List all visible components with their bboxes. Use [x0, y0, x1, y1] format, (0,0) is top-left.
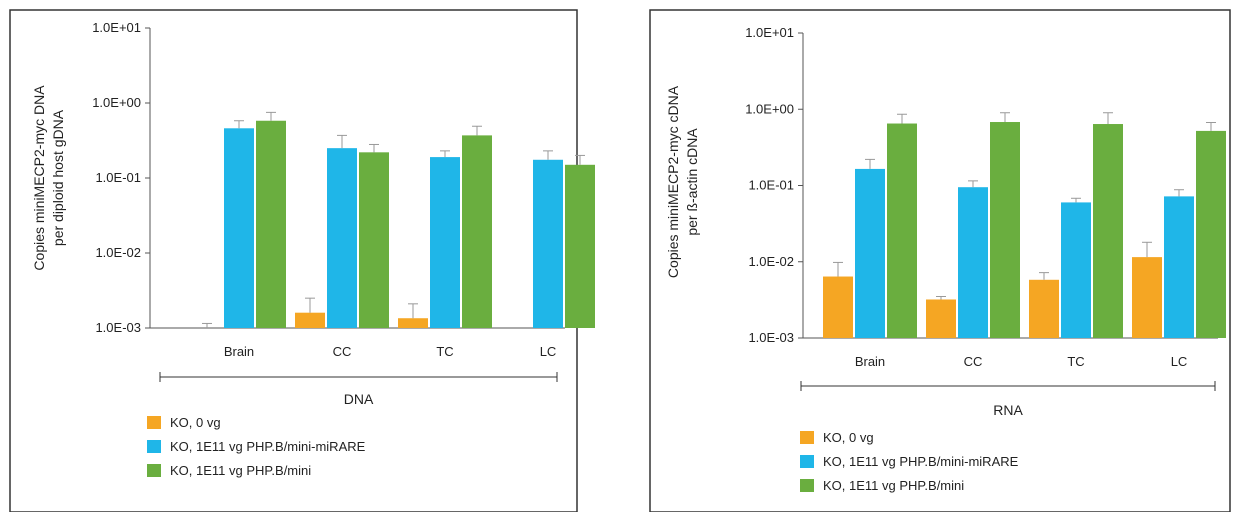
legend-label: KO, 1E11 vg PHP.B/mini [170, 462, 312, 478]
bar [926, 299, 956, 338]
legend-swatch [147, 415, 161, 429]
panel-frame [649, 9, 1231, 512]
y-tick-label: 1.0E+01 [745, 25, 794, 40]
legend-label: KO, 1E11 vg PHP.B/mini-miRARE [823, 453, 1019, 469]
legend-swatch [800, 430, 814, 444]
legend-swatch [800, 454, 814, 468]
legend-swatch [147, 463, 161, 477]
y-tick-label: 1.0E-02 [95, 245, 141, 260]
bar [855, 168, 885, 338]
bar [398, 318, 428, 328]
legend-rna: KO, 0 vg KO, 1E11 vg PHP.B/mini-miRARE K… [800, 425, 1018, 497]
bar [958, 187, 988, 338]
bar [359, 152, 389, 328]
bar [462, 135, 492, 328]
legend-item: KO, 1E11 vg PHP.B/mini-miRARE [147, 434, 365, 458]
bar [1196, 130, 1226, 338]
bar [1164, 196, 1194, 338]
legend-swatch [800, 478, 814, 492]
bar [1093, 124, 1123, 338]
bar [430, 157, 460, 328]
group-label: RNA [993, 402, 1023, 418]
legend-label: KO, 1E11 vg PHP.B/mini-miRARE [170, 438, 366, 454]
legend-label: KO, 1E11 vg PHP.B/mini [823, 477, 965, 493]
y-tick-label: 1.0E-02 [748, 254, 794, 269]
chart-panel-rna: Copies miniMECP2-myc cDNA per ß-actin cDN… [638, 0, 1236, 512]
legend-item: KO, 0 vg [800, 425, 1018, 449]
y-axis-label: Copies miniMECP2-myc cDNA per ß-actin cDN… [665, 85, 700, 278]
y-tick-label: 1.0E-01 [95, 170, 141, 185]
bar [823, 276, 853, 338]
group-label: DNA [344, 391, 374, 407]
legend-item: KO, 1E11 vg PHP.B/mini [147, 458, 365, 482]
category-label: TC [436, 344, 453, 359]
bar [224, 128, 254, 328]
chart-svg-dna: Copies miniMECP2-myc DNA per diploid host… [9, 9, 595, 512]
legend-label: KO, 0 vg [170, 414, 221, 430]
plot-area-rna: Copies miniMECP2-myc cDNA per ß-actin cDN… [665, 25, 1226, 418]
y-axis-label-line: per ß-actin cDNA [684, 128, 700, 236]
y-tick-label: 1.0E+00 [92, 95, 141, 110]
y-tick-label: 1.0E-01 [748, 178, 794, 193]
y-axis-label-line: Copies miniMECP2-myc cDNA [665, 85, 681, 278]
category-label: LC [1171, 354, 1188, 369]
category-label: LC [540, 344, 557, 359]
y-tick-label: 1.0E-03 [748, 330, 794, 345]
category-label: Brain [224, 344, 254, 359]
chart-panel-dna: Copies miniMECP2-myc DNA per diploid host… [0, 0, 600, 512]
bar [1029, 279, 1059, 338]
bar [533, 159, 563, 328]
y-tick-label: 1.0E+00 [745, 101, 794, 116]
y-axis-label-line: Copies miniMECP2-myc DNA [31, 85, 47, 271]
y-tick-label: 1.0E+01 [92, 20, 141, 35]
category-label: CC [964, 354, 983, 369]
category-label: Brain [855, 354, 885, 369]
legend-item: KO, 1E11 vg PHP.B/mini-miRARE [800, 449, 1018, 473]
legend-item: KO, 0 vg [147, 410, 365, 434]
bar [1061, 202, 1091, 338]
legend-label: KO, 0 vg [823, 429, 874, 445]
bar [887, 123, 917, 339]
category-label: TC [1067, 354, 1084, 369]
category-label: CC [333, 344, 352, 359]
bar [295, 312, 325, 328]
bar [1132, 257, 1162, 338]
plot-area-dna: Copies miniMECP2-myc DNA per diploid host… [31, 20, 595, 407]
bar [256, 120, 286, 329]
bar [565, 164, 595, 328]
legend-swatch [147, 439, 161, 453]
chart-svg-rna: Copies miniMECP2-myc cDNA per ß-actin cDN… [649, 9, 1231, 512]
y-axis-label-line: per diploid host gDNA [50, 109, 66, 246]
bar [990, 122, 1020, 338]
legend-dna: KO, 0 vg KO, 1E11 vg PHP.B/mini-miRARE K… [147, 410, 365, 482]
legend-item: KO, 1E11 vg PHP.B/mini [800, 473, 1018, 497]
y-axis-label: Copies miniMECP2-myc DNA per diploid host… [31, 85, 66, 271]
bar [327, 148, 357, 328]
y-tick-label: 1.0E-03 [95, 320, 141, 335]
